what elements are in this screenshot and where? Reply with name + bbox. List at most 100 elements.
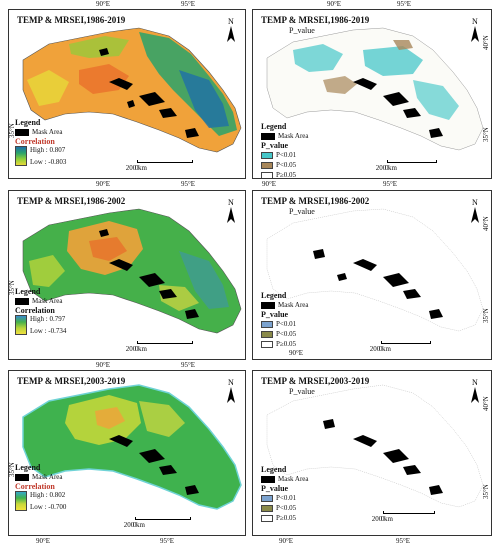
panel-subtitle: P_value <box>289 387 315 396</box>
p6-lon-tick-95: 95°E <box>396 537 411 545</box>
lat-tick: 35°N <box>8 123 16 138</box>
class-swatch-2 <box>261 161 273 169</box>
legend: Legend Mask Area Correlation High : 0.80… <box>15 118 66 166</box>
correlation-ramp <box>15 146 27 166</box>
north-arrow-icon: N <box>471 378 479 403</box>
top-tick-95e: 95°E <box>181 0 196 8</box>
p5-lon-tick-90: 90°E <box>36 537 51 545</box>
mask-swatch <box>261 301 275 309</box>
lat-tick-right: 40°N <box>482 35 490 50</box>
mask-label: Mask Area <box>278 132 309 140</box>
ramp-low-label: Low : -0.700 <box>30 503 67 511</box>
class-label-1: P<0.01 <box>276 151 297 159</box>
map-panel-pvalue-2003-2019: TEMP & MRSEI,2003-2019 P_value Legend Ma… <box>252 370 492 536</box>
pvalue-map <box>266 384 484 508</box>
class-heading: P_value <box>261 310 289 319</box>
svg-text:N: N <box>228 198 234 207</box>
class-heading: P_value <box>261 141 289 150</box>
north-arrow-icon: N <box>471 198 479 223</box>
mask-label: Mask Area <box>32 128 63 136</box>
class-label-3: P≥0.05 <box>276 514 296 522</box>
pvalue-map <box>266 27 484 151</box>
legend: Legend Mask Area Correlation High : 0.80… <box>15 463 66 511</box>
mask-label: Mask Area <box>32 297 63 305</box>
mask-swatch <box>15 473 29 481</box>
class-label-2: P<0.05 <box>276 504 297 512</box>
panel-title: TEMP & MRSEI,1986-2019 <box>17 15 126 25</box>
legend-heading: Legend <box>261 465 287 474</box>
ramp-low-label: Low : -0.734 <box>30 327 67 335</box>
panel-title: TEMP & MRSEI,2003-2019 <box>261 376 370 386</box>
legend: Legend Mask Area Correlation High : 0.79… <box>15 287 66 335</box>
correlation-map <box>22 27 242 153</box>
lat-tick-right-low: 35°N <box>482 308 490 323</box>
svg-text:N: N <box>472 198 478 207</box>
legend-heading: Legend <box>261 291 287 300</box>
scale-dist: 200 km <box>371 515 393 523</box>
ramp-high-label: High : 0.807 <box>30 146 66 154</box>
scale-dist: 200 km <box>125 164 147 172</box>
class-label-3: P≥0.05 <box>276 171 296 179</box>
mask-label: Mask Area <box>32 473 63 481</box>
class-swatch-1 <box>261 320 273 328</box>
p6-lon-tick-90: 90°E <box>279 537 294 545</box>
map-panel-pvalue-1986-2019: TEMP & MRSEI,1986-2019 P_value Legend Ma… <box>252 9 492 179</box>
lat-tick: 35°N <box>8 280 16 295</box>
map-panel-pvalue-1986-2002: TEMP & MRSEI,1986-2002 P_value Legend Ma… <box>252 190 492 360</box>
panel-title: TEMP & MRSEI,2003-2019 <box>17 376 126 386</box>
pvalue-map <box>266 208 484 332</box>
mask-swatch <box>261 475 275 483</box>
lat-tick-right-low: 35°N <box>482 484 490 499</box>
panel-title: TEMP & MRSEI,1986-2002 <box>261 196 370 206</box>
class-swatch-2 <box>261 504 273 512</box>
north-arrow-icon: N <box>227 198 235 223</box>
class-label-1: P<0.01 <box>276 320 297 328</box>
legend: Legend Mask Area P_value P<0.01 P<0.05 P… <box>261 291 309 349</box>
class-swatch-3 <box>261 340 273 348</box>
panel-title: TEMP & MRSEI,1986-2002 <box>17 196 126 206</box>
lat-tick-right-low: 35°N <box>482 127 490 142</box>
class-swatch-1 <box>261 494 273 502</box>
top-tick-90e-right: 90°E <box>327 0 342 8</box>
scale-zero: 0 <box>135 164 139 172</box>
ramp-high-label: High : 0.802 <box>30 491 66 499</box>
class-swatch-1 <box>261 151 273 159</box>
p3-lon-tick-95: 95°E <box>181 361 196 369</box>
correlation-ramp <box>15 315 27 335</box>
map-panel-corr-2003-2019: TEMP & MRSEI,2003-2019 Legend Mask Area … <box>8 370 246 536</box>
correlation-map <box>22 208 242 334</box>
mask-swatch <box>15 128 29 136</box>
ramp-heading: Correlation <box>15 137 55 146</box>
top-tick-90e: 90°E <box>96 0 111 8</box>
north-arrow-icon: N <box>227 378 235 403</box>
class-label-2: P<0.05 <box>276 161 297 169</box>
mask-label: Mask Area <box>278 301 309 309</box>
class-heading: P_value <box>261 484 289 493</box>
legend-heading: Legend <box>15 463 41 472</box>
svg-text:N: N <box>228 17 234 26</box>
mask-label: Mask Area <box>278 475 309 483</box>
p3-lon-tick-90: 90°E <box>96 361 111 369</box>
p2-lon-tick-95: 95°E <box>383 180 398 188</box>
legend-heading: Legend <box>15 287 41 296</box>
p2-lon-tick-90: 90°E <box>262 180 277 188</box>
p1-lon-tick-90: 90°E <box>96 180 111 188</box>
correlation-ramp <box>15 491 27 511</box>
scale-dist: 200 km <box>369 345 391 353</box>
scale-zero: 0 <box>385 164 389 172</box>
svg-text:N: N <box>472 17 478 26</box>
legend-heading: Legend <box>261 122 287 131</box>
map-panel-corr-1986-2019: TEMP & MRSEI,1986-2019 Legend Mask Area … <box>8 9 246 179</box>
scale-dist: 200 km <box>123 521 145 529</box>
class-label-1: P<0.01 <box>276 494 297 502</box>
class-label-3: P≥0.05 <box>276 340 296 348</box>
legend: Legend Mask Area P_value P<0.01 P<0.05 P… <box>261 465 309 523</box>
scale-zero: 0 <box>379 345 383 353</box>
ramp-high-label: High : 0.797 <box>30 315 66 323</box>
scale-dist: 200 km <box>375 164 397 172</box>
mask-swatch <box>15 297 29 305</box>
top-tick-95e-right: 95°E <box>397 0 412 8</box>
ramp-low-label: Low : -0.803 <box>30 158 67 166</box>
scale-zero: 0 <box>381 515 385 523</box>
